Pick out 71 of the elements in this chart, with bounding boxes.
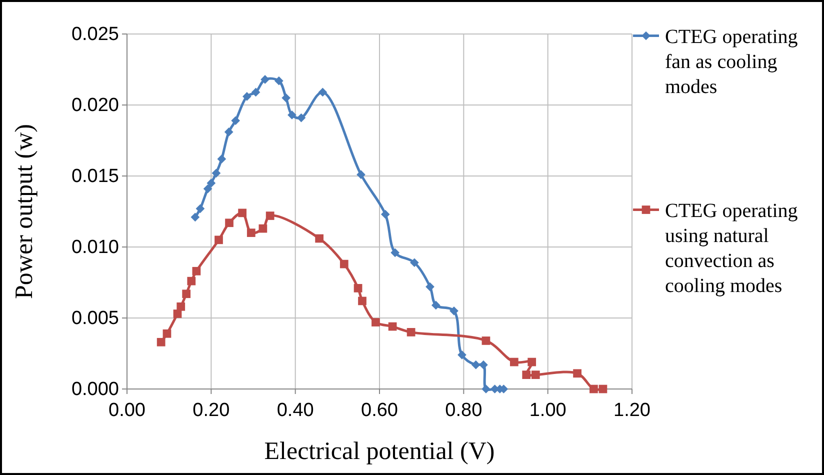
point bbox=[380, 210, 390, 219]
y-axis-title: Power output (w) bbox=[11, 124, 38, 299]
point bbox=[288, 110, 296, 120]
x-tick-label: 0.60 bbox=[361, 400, 398, 421]
point bbox=[410, 258, 419, 268]
point bbox=[573, 369, 582, 378]
point bbox=[212, 168, 221, 178]
x-tick-label: 0.40 bbox=[276, 400, 314, 421]
y-tick-label: 0.025 bbox=[71, 24, 119, 46]
point bbox=[187, 276, 196, 286]
point bbox=[522, 370, 531, 379]
point bbox=[358, 296, 366, 306]
legend-label: CTEG operating using natural convection as cooling modes bbox=[665, 200, 798, 297]
x-tick-label: 0.80 bbox=[445, 400, 482, 421]
point bbox=[340, 260, 348, 268]
point bbox=[388, 322, 397, 331]
x-axis-title: Electrical potential (V) bbox=[264, 438, 495, 465]
point bbox=[479, 360, 488, 370]
point bbox=[482, 336, 490, 345]
point bbox=[356, 170, 366, 180]
point bbox=[450, 306, 458, 316]
y-tick-label: 0.010 bbox=[71, 237, 119, 258]
point bbox=[238, 208, 246, 218]
point bbox=[192, 266, 201, 276]
x-tick-label: 0.00 bbox=[108, 400, 146, 421]
point bbox=[242, 92, 252, 101]
point bbox=[251, 88, 260, 97]
point bbox=[266, 212, 274, 220]
point bbox=[426, 282, 434, 292]
point bbox=[246, 228, 256, 237]
point bbox=[590, 384, 598, 394]
point bbox=[406, 328, 416, 336]
point bbox=[196, 204, 205, 214]
point bbox=[225, 218, 234, 228]
x-tick-label: 1.00 bbox=[529, 400, 566, 421]
point bbox=[598, 384, 608, 394]
point bbox=[372, 318, 380, 326]
point bbox=[296, 113, 306, 122]
point bbox=[176, 302, 186, 311]
y-tick-label: 0.015 bbox=[71, 166, 119, 188]
point bbox=[203, 184, 212, 194]
point bbox=[471, 360, 480, 370]
point bbox=[214, 236, 223, 244]
point bbox=[482, 384, 490, 394]
point bbox=[190, 212, 200, 222]
point bbox=[182, 290, 191, 298]
point bbox=[258, 224, 268, 233]
point bbox=[260, 75, 270, 84]
point bbox=[528, 358, 536, 366]
point bbox=[231, 116, 240, 126]
y-tick-label: 0.005 bbox=[71, 308, 119, 330]
point bbox=[390, 248, 400, 258]
point bbox=[458, 350, 466, 360]
point bbox=[354, 284, 362, 292]
point bbox=[274, 76, 284, 86]
point bbox=[162, 329, 172, 338]
point bbox=[282, 93, 291, 102]
point bbox=[531, 370, 540, 379]
point bbox=[156, 338, 166, 346]
point bbox=[431, 300, 440, 310]
point bbox=[206, 178, 216, 188]
y-tick-label: 0.020 bbox=[71, 95, 119, 116]
point bbox=[217, 154, 226, 164]
point bbox=[318, 88, 328, 97]
point bbox=[510, 358, 518, 366]
y-tick-label: 0.000 bbox=[71, 379, 119, 400]
legend-label: CTEG operating fan as cooling modes bbox=[665, 26, 798, 98]
x-tick-label: 1.20 bbox=[614, 400, 650, 421]
point bbox=[315, 234, 324, 243]
x-tick-label: 0.20 bbox=[192, 400, 230, 421]
point bbox=[224, 128, 234, 136]
